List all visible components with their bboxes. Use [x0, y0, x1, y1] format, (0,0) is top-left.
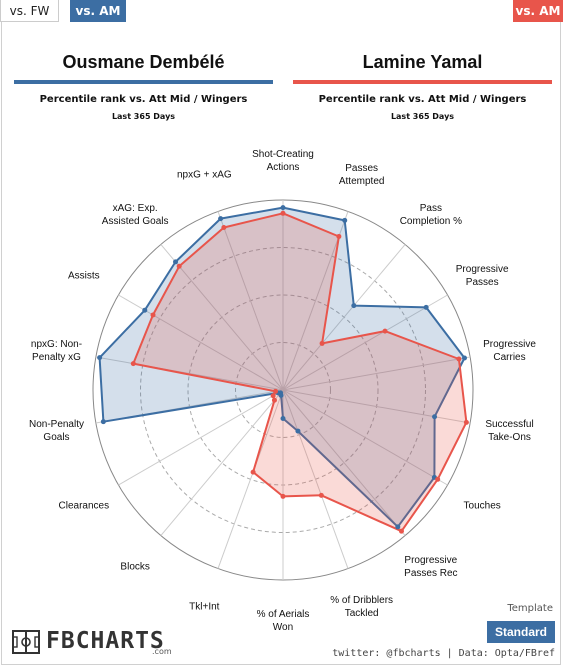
- series-1-point-11: [271, 397, 277, 403]
- series-0-point-15: [142, 307, 148, 313]
- axis-spoke-17: [217, 211, 284, 391]
- axis-label-6: Touches: [464, 501, 501, 512]
- template-tabs: vs. FW vs. AM vs. AM: [0, 0, 563, 22]
- axis-label-17: npxG + xAG: [177, 169, 232, 180]
- series-0-point-7: [395, 524, 401, 530]
- credits: twitter: @fbcharts | Data: Opta/FBref: [332, 648, 555, 659]
- axis-label-10: Tkl+Int: [189, 602, 220, 613]
- series-0-point-5: [432, 414, 438, 420]
- series-0-point-14: [97, 355, 103, 361]
- subtitle-right: Percentile rank vs. Att Mid / Wingers: [318, 94, 527, 105]
- series-1-point-13: [273, 388, 279, 394]
- series-0-point-9: [280, 416, 286, 421]
- series-1-point-6: [435, 476, 441, 482]
- series-1-point-3: [382, 328, 388, 334]
- axis-spoke-12: [118, 389, 284, 486]
- axis-label-11: Blocks: [120, 562, 149, 573]
- pitch-icon: [12, 630, 40, 654]
- template-label: Template: [507, 603, 553, 614]
- series-0-point-3: [423, 304, 429, 310]
- logo-suffix: .com: [152, 647, 172, 656]
- axis-label-13: Non-Penalty Goals: [29, 419, 84, 443]
- series-1-point-16: [176, 263, 182, 269]
- series-1-point-0: [280, 210, 286, 216]
- series-1-point-7: [398, 528, 404, 534]
- player-color-bar-left: [14, 80, 273, 84]
- axis-label-4: Progressive Carries: [483, 339, 536, 363]
- series-1-point-8: [318, 492, 324, 498]
- axis-spoke-4: [282, 356, 471, 391]
- axis-spoke-16: [160, 244, 284, 391]
- player-color-bar-right: [293, 80, 552, 84]
- grid-ring-1: [235, 342, 331, 438]
- series-0-point-17: [218, 216, 224, 222]
- series-0-point-1: [342, 217, 348, 223]
- series-0-point-16: [173, 259, 179, 265]
- axis-spoke-6: [282, 389, 448, 486]
- subtitle-left: Percentile rank vs. Att Mid / Wingers: [39, 94, 248, 105]
- chart-frame: [1, 22, 561, 665]
- series-1-point-5: [463, 419, 469, 425]
- axis-label-8: % of Dribblers Tackled: [330, 595, 393, 619]
- axis-spoke-14: [95, 356, 284, 391]
- template-standard-button[interactable]: Standard: [487, 621, 555, 643]
- axis-spoke-10: [217, 389, 284, 569]
- axis-label-7: Progressive Passes Rec: [404, 555, 458, 579]
- axis-label-3: Progressive Passes: [456, 264, 509, 288]
- series-1-point-1: [336, 233, 342, 239]
- axis-label-1: Passes Attempted: [339, 163, 385, 187]
- axis-label-2: Pass Completion %: [400, 203, 462, 227]
- axis-spoke-11: [160, 389, 284, 536]
- series-0-point-8: [295, 428, 301, 434]
- period-right: Last 365 Days: [390, 112, 455, 121]
- series-1-point-4: [456, 356, 462, 362]
- series-1-point-14: [130, 361, 136, 367]
- player-name-left: Ousmane Dembélé: [62, 52, 225, 72]
- logo-text: FBCHARTS: [46, 628, 165, 654]
- series-1-point-15: [150, 312, 156, 318]
- series-1-point-10: [250, 469, 256, 475]
- axis-label-5: Successful Take-Ons: [485, 419, 533, 443]
- tab-vs-am-right[interactable]: vs. AM: [513, 0, 563, 22]
- axis-spoke-5: [282, 389, 471, 424]
- player-name-right: Lamine Yamal: [362, 52, 483, 72]
- series-0-point-0: [280, 205, 286, 211]
- tab-vs-am-left[interactable]: vs. AM: [70, 0, 126, 22]
- axis-label-16: xAG: Exp. Assisted Goals: [102, 203, 169, 227]
- axis-spoke-8: [282, 389, 349, 569]
- series-0-point-13: [100, 419, 106, 425]
- period-left: Last 365 Days: [111, 112, 176, 121]
- axis-spoke-2: [282, 244, 406, 391]
- series-0-point-4: [462, 355, 468, 361]
- axis-spoke-3: [282, 294, 448, 391]
- axis-label-14: npxG: Non-Penalty xG: [31, 339, 82, 363]
- axis-label-9: % of Aerials Won: [257, 609, 310, 633]
- series-0-point-2: [351, 303, 357, 309]
- series-1-point-12: [270, 393, 276, 399]
- series-1-point-17: [221, 225, 227, 231]
- axis-label-0: Shot-Creating Actions: [252, 149, 314, 173]
- axis-label-12: Clearances: [59, 501, 110, 512]
- series-1-point-9: [280, 493, 286, 499]
- axis-spoke-7: [282, 389, 406, 536]
- series-1-point-2: [319, 340, 325, 346]
- tab-vs-fw[interactable]: vs. FW: [0, 0, 59, 22]
- axis-label-15: Assists: [68, 271, 100, 282]
- grid-ring-3: [140, 247, 426, 533]
